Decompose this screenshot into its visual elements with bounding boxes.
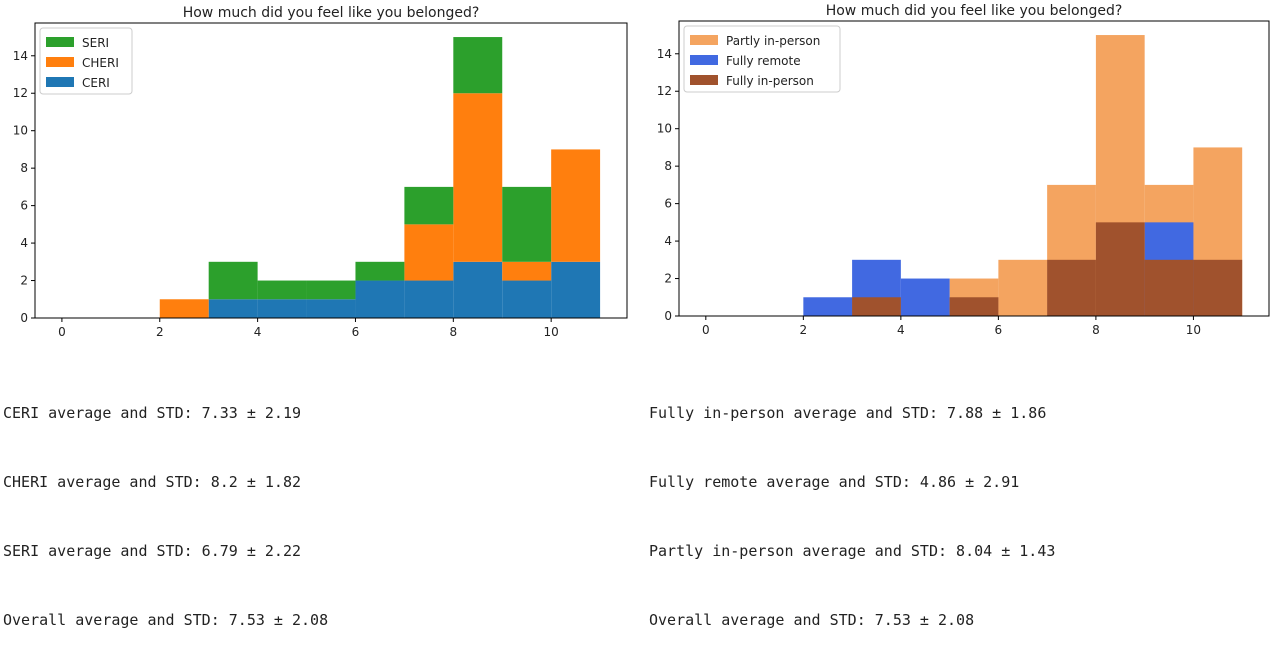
histogram-bar-seri: [453, 37, 503, 94]
histogram-bar-fully-in-person: [949, 297, 999, 316]
legend-swatch-cheri: [46, 57, 74, 67]
stats-line: Overall average and STD: 7.53 ± 2.08: [649, 611, 975, 629]
histogram-bar-cheri: [453, 93, 503, 262]
histogram-bar-cheri: [551, 149, 601, 262]
y-tick-label: 0: [20, 311, 28, 325]
stats-line: CHERI average and STD: 8.2 ± 1.82: [3, 473, 302, 491]
x-tick-label: 2: [800, 323, 808, 337]
x-tick-label: 4: [254, 325, 262, 339]
histogram-bar-fully-in-person: [1095, 222, 1145, 316]
histogram-by-attendance: How much did you feel like you belonged?…: [657, 3, 1270, 337]
histogram-bar-cheri: [502, 261, 552, 281]
histogram-bar-seri: [404, 186, 454, 225]
x-tick-label: 6: [995, 323, 1003, 337]
histogram-bar-fully-remote: [803, 297, 853, 316]
y-tick-label: 10: [13, 124, 28, 138]
y-tick-label: 14: [13, 49, 28, 63]
histogram-bar-ceri: [404, 280, 454, 318]
y-tick-label: 4: [664, 234, 672, 248]
y-tick-label: 12: [657, 84, 672, 98]
legend-label-cheri: CHERI: [82, 56, 119, 70]
legend-swatch-partly-in-person: [690, 35, 718, 45]
x-tick-label: 4: [897, 323, 905, 337]
legend-swatch-ceri: [46, 77, 74, 87]
x-tick-label: 8: [449, 325, 457, 339]
chart-title: How much did you feel like you belonged?: [826, 3, 1123, 19]
stats-left: CERI average and STD: 7.33 ± 2.19 CHERI …: [3, 356, 328, 655]
stats-line: Fully in-person average and STD: 7.88 ± …: [649, 404, 1047, 422]
y-tick-label: 4: [20, 236, 28, 250]
legend: SERI CHERI CERI: [39, 27, 133, 95]
legend-swatch-fully-remote: [690, 55, 718, 65]
histogram-bar-seri: [502, 186, 552, 262]
y-tick-label: 0: [664, 309, 672, 323]
stats-line: SERI average and STD: 6.79 ± 2.22: [3, 542, 302, 560]
y-tick-label: 6: [664, 197, 672, 211]
histogram-bar-seri: [208, 261, 258, 300]
y-tick-label: 8: [664, 159, 672, 173]
legend-label-ceri: CERI: [82, 76, 110, 90]
histogram-bar-fully-in-person: [1144, 259, 1194, 316]
histogram-by-program: How much did you feel like you belonged?…: [13, 5, 628, 339]
stats-line: CERI average and STD: 7.33 ± 2.19: [3, 404, 302, 422]
x-tick-label: 0: [58, 325, 66, 339]
plot-frame: [678, 20, 1270, 317]
histogram-bar-ceri: [306, 299, 356, 318]
legend-box: [683, 25, 841, 93]
histogram-bar-ceri: [355, 280, 405, 318]
histogram-bar-seri: [355, 261, 405, 281]
legend-label-fully-remote: Fully remote: [726, 54, 801, 68]
x-tick-label: 8: [1092, 323, 1100, 337]
histogram-bar-fully-in-person: [1047, 259, 1096, 316]
histogram-bar-ceri: [551, 261, 601, 318]
plot-frame: [34, 22, 628, 319]
y-tick-label: 10: [657, 122, 672, 136]
legend-label-fully-in-person: Fully in-person: [726, 74, 814, 88]
histogram-bar-seri: [257, 280, 307, 300]
y-tick-label: 6: [20, 199, 28, 213]
histogram-bar-cheri: [404, 224, 454, 281]
x-tick-label: 10: [1186, 323, 1201, 337]
x-tick-label: 2: [156, 325, 164, 339]
x-tick-label: 0: [702, 323, 710, 337]
histogram-bar-ceri: [502, 280, 552, 318]
legend-label-seri: SERI: [82, 36, 109, 50]
histogram-bar-fully-remote: [900, 278, 950, 316]
stats-line: Overall average and STD: 7.53 ± 2.08: [3, 611, 329, 629]
chart-title: How much did you feel like you belonged?: [183, 5, 480, 21]
legend: Partly in-person Fully remote Fully in-per…: [683, 25, 841, 93]
histogram-bar-ceri: [208, 299, 258, 318]
x-tick-label: 10: [544, 325, 559, 339]
histogram-bar-ceri: [257, 299, 307, 318]
y-tick-label: 2: [664, 272, 672, 286]
histogram-bar-fully-in-person: [852, 297, 901, 316]
histogram-bar-seri: [306, 280, 356, 300]
x-tick-label: 6: [352, 325, 360, 339]
y-tick-label: 14: [657, 47, 672, 61]
histogram-bar-cheri: [159, 299, 209, 318]
histogram-bar-fully-in-person: [1193, 259, 1243, 316]
stats-right: Fully in-person average and STD: 7.88 ± …: [649, 356, 1055, 655]
y-tick-label: 8: [20, 161, 28, 175]
stats-line: Fully remote average and STD: 4.86 ± 2.9…: [649, 473, 1020, 491]
y-tick-label: 12: [13, 86, 28, 100]
legend-swatch-seri: [46, 37, 74, 47]
stats-line: Partly in-person average and STD: 8.04 ±…: [649, 542, 1056, 560]
histogram-bar-ceri: [453, 261, 503, 318]
legend-label-partly-in-person: Partly in-person: [726, 34, 820, 48]
y-tick-label: 2: [20, 274, 28, 288]
legend-swatch-fully-in-person: [690, 75, 718, 85]
histogram-bar-partly-in-person: [998, 259, 1048, 316]
